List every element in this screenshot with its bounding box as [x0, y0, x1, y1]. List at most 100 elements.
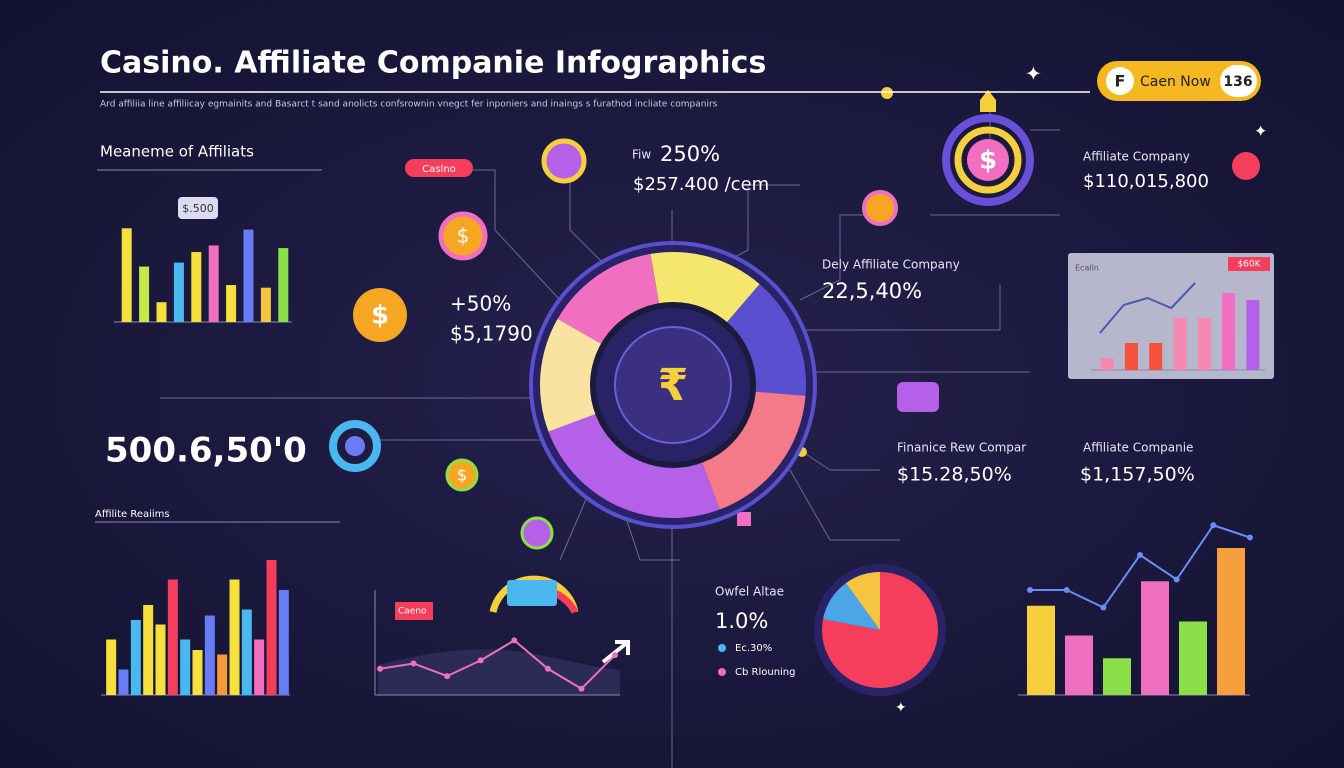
- value: $257.400 /cem: [633, 174, 769, 195]
- label: Finanice Rew Compar: [897, 441, 1026, 455]
- svg-text:✦: ✦: [1254, 122, 1267, 141]
- bar: [1173, 318, 1187, 370]
- bar: [243, 229, 254, 322]
- bar: [1222, 293, 1236, 370]
- legend-dot: [718, 668, 726, 676]
- legend-dot: [718, 644, 726, 652]
- label: $.500: [182, 202, 214, 215]
- decor: $ $ $ $ ✦ ✦ ✦: [95, 62, 1274, 716]
- subtitle: Ard affiliia line affiliicay egmainits a…: [100, 100, 718, 110]
- bar: [226, 285, 237, 322]
- bar: [173, 262, 184, 322]
- label: $60K: [1237, 260, 1261, 270]
- title: Casino. Affiliate Companie Infographics: [100, 46, 766, 81]
- bar: [254, 639, 265, 695]
- legend-label: Cb Rlouning: [735, 667, 796, 678]
- point: [444, 673, 451, 680]
- bar: [1149, 343, 1163, 370]
- value: 250%: [660, 142, 720, 166]
- point: [612, 652, 618, 659]
- segment: [726, 284, 807, 396]
- point: [410, 660, 417, 667]
- segment: [548, 413, 720, 518]
- bar: [180, 639, 191, 695]
- segment: [650, 251, 760, 323]
- area: [378, 649, 620, 695]
- label: Affiliate Companie: [1083, 441, 1193, 455]
- bar: [229, 579, 240, 695]
- svg-text:$: $: [979, 146, 997, 176]
- point: [1100, 604, 1107, 611]
- label: Affilite Reaiims: [95, 509, 170, 520]
- bar: [1179, 621, 1207, 695]
- donut-center: [614, 326, 732, 444]
- bar: [130, 620, 141, 695]
- svg-text:$: $: [371, 301, 389, 331]
- point: [1137, 552, 1143, 558]
- point: [1247, 534, 1253, 541]
- bar: [167, 579, 178, 695]
- value: $110,015,800: [1083, 171, 1209, 192]
- svg-text:$: $: [457, 224, 470, 248]
- label: Dely Affiliate Company: [822, 258, 960, 272]
- value: $15.28,50%: [897, 464, 1012, 486]
- bar: [1141, 581, 1169, 695]
- point: [1027, 587, 1033, 593]
- bar: [278, 590, 289, 695]
- value: 500.6,50'0: [105, 431, 307, 471]
- point: [544, 665, 551, 672]
- bar: [278, 248, 289, 322]
- value: $1,157,50%: [1080, 464, 1195, 486]
- badge-label: Caen Now: [1140, 74, 1211, 90]
- badge-count: 136: [1223, 74, 1252, 90]
- bar: [1100, 358, 1114, 370]
- bar: [191, 252, 202, 322]
- point: [511, 637, 518, 644]
- bar: [1197, 318, 1211, 370]
- label: Ecalln: [1075, 264, 1099, 273]
- line: [379, 639, 616, 690]
- legend-label: Ec.30%: [735, 643, 772, 654]
- bar: [1065, 635, 1093, 695]
- bar: [1103, 658, 1131, 695]
- label: Meaneme of Affiliats: [100, 143, 254, 161]
- bar: [1246, 300, 1260, 370]
- bar: [217, 654, 228, 695]
- center-icon: ₹: [658, 360, 689, 411]
- point: [377, 665, 383, 672]
- svg-text:✦: ✦: [895, 700, 907, 716]
- label: Owfel Altae: [715, 585, 784, 599]
- bar: [192, 650, 203, 695]
- bar: [1217, 548, 1245, 695]
- bar: [1124, 343, 1138, 370]
- svg-text:$: $: [457, 466, 467, 485]
- bar: [156, 302, 167, 322]
- bar: [208, 245, 219, 322]
- bar: [121, 228, 132, 322]
- line: [1099, 282, 1196, 334]
- bar: [241, 609, 252, 695]
- label: Affiliate Company: [1083, 150, 1190, 164]
- svg-text:✦: ✦: [1025, 62, 1042, 86]
- label: Fiw: [632, 148, 651, 162]
- value: 1.0%: [715, 609, 768, 633]
- bar: [155, 624, 166, 695]
- point: [1063, 587, 1070, 593]
- connectors: [160, 110, 1060, 768]
- bar: [139, 266, 150, 322]
- segment: [540, 318, 602, 432]
- bar: [204, 615, 215, 695]
- badge[interactable]: F Caen Now 136: [1097, 61, 1261, 101]
- segment: [701, 391, 806, 510]
- bar: [1027, 605, 1055, 695]
- bar: [260, 287, 271, 322]
- segment: [823, 583, 880, 630]
- badge-letter: F: [1115, 72, 1126, 91]
- point: [1210, 522, 1217, 529]
- bar: [118, 669, 129, 695]
- label: Caslno: [422, 164, 456, 175]
- bar: [106, 639, 117, 695]
- value: +50%: [450, 292, 511, 316]
- label: Caeno: [398, 607, 427, 617]
- point: [1173, 576, 1180, 583]
